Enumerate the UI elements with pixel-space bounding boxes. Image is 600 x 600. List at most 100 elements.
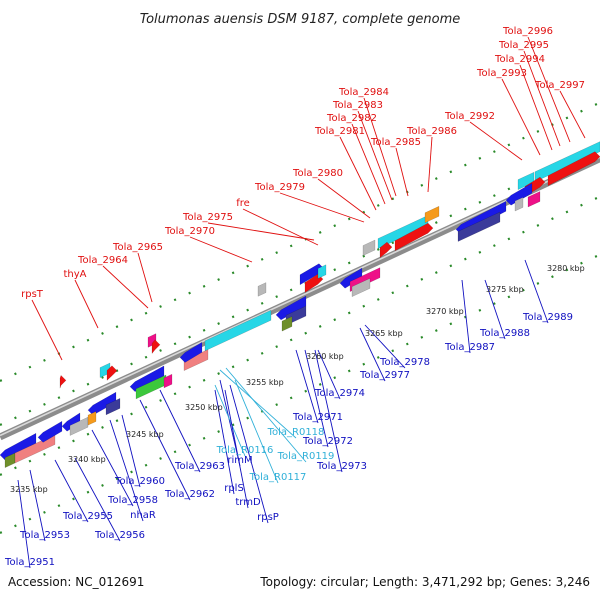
gene-label: Tola_2983 <box>332 100 383 111</box>
gene-reverse-20 <box>351 277 371 298</box>
label-leader <box>91 429 134 507</box>
label-leader <box>317 349 341 400</box>
gene-label: Tola_2951 <box>4 557 55 568</box>
gene-label: thyA <box>63 269 86 280</box>
gene-label: Tola_2953 <box>19 530 70 541</box>
gene-forward-2 <box>106 365 118 381</box>
label-leader <box>17 479 31 569</box>
gene-forward-8 <box>317 264 327 279</box>
gene-label: nhaR <box>130 510 156 521</box>
gene-reverse-9 <box>129 365 165 392</box>
label-leader <box>427 136 433 193</box>
label-leader <box>519 64 553 151</box>
gene-forward-5 <box>257 282 267 297</box>
kbp-labels: 3235 kbp 3240 kbp 3245 kbp 3250 kbp 3255 kbp… <box>10 264 585 494</box>
label-leader <box>395 147 409 197</box>
kbp-label: 3250 kbp <box>185 403 223 412</box>
label-leader <box>54 459 89 523</box>
label-leader <box>214 384 246 457</box>
gene-label: Tola_2960 <box>114 476 165 487</box>
kbp-label: 3245 kbp <box>126 430 164 439</box>
label-leader <box>317 178 371 219</box>
kbp-label: 3280 kbp <box>547 264 585 273</box>
map-title: Tolumonas auensis DSM 9187, complete gen… <box>140 12 461 27</box>
label-leader <box>229 384 269 524</box>
gene-label: Tola_2956 <box>94 530 145 541</box>
gene-reverse-14 <box>204 309 272 352</box>
kbp-label: 3235 kbp <box>10 485 48 494</box>
label-leader <box>364 324 406 369</box>
label-leader <box>207 222 315 241</box>
label-leader <box>109 419 144 522</box>
gene-label: Tola_2992 <box>444 111 495 122</box>
grid-outer-top <box>0 101 600 382</box>
gene-forward-11 <box>379 241 393 259</box>
label-leader <box>295 349 319 424</box>
label-leader <box>524 259 549 324</box>
gene-reverse-25 <box>514 196 524 212</box>
gene-forward-12 <box>394 222 434 252</box>
gene-label: Tola_2978 <box>379 357 430 368</box>
gene-label: Tola_R0119 <box>277 451 335 462</box>
gene-forward-15 <box>534 141 600 183</box>
gene-label: Tola_2972 <box>302 436 353 447</box>
label-leader <box>484 279 506 340</box>
gene-label: Tola_2985 <box>370 137 421 148</box>
kbp-label: 3255 kbp <box>246 378 284 387</box>
label-leader <box>139 399 191 501</box>
gene-label: Tola_2958 <box>107 495 158 506</box>
topology-text: Topology: circular; Length: 3,471,292 bp… <box>259 575 590 589</box>
gene-label: rplS <box>224 483 244 494</box>
gene-label: fre <box>236 198 250 209</box>
gene-label: Tola_2995 <box>498 40 549 51</box>
label-leader <box>559 90 586 139</box>
gene-label: Tola_2996 <box>502 26 553 37</box>
label-leader <box>339 136 377 211</box>
label-leader <box>74 279 99 329</box>
label-leader <box>159 389 201 473</box>
label-leader <box>31 299 63 361</box>
kbp-label: 3240 kbp <box>68 455 106 464</box>
gene-label: Tola_R0117 <box>249 472 307 483</box>
gene-label: Tola_2974 <box>314 388 365 399</box>
gene-reverse-24 <box>527 191 541 208</box>
gene-reverse-11 <box>163 373 173 389</box>
gene-label: Tola_2994 <box>494 54 545 65</box>
label-leader <box>242 208 319 246</box>
gene-label: Tola_R0118 <box>267 427 325 438</box>
gene-label: Tola_2965 <box>112 242 163 253</box>
gene-label: rpsT <box>21 289 44 300</box>
kbp-label: 3265 kbp <box>365 329 403 338</box>
label-leader <box>304 349 329 448</box>
gene-features <box>0 141 600 469</box>
gene-reverse-17 <box>281 316 293 332</box>
label-leader <box>527 36 571 143</box>
label-leader <box>224 389 249 509</box>
gene-reverse-5 <box>69 416 89 436</box>
label-leader <box>351 123 386 205</box>
gene-label: Tola_2973 <box>316 461 367 472</box>
gene-label: rpsP <box>257 512 279 523</box>
gene-reverse-23 <box>505 182 533 206</box>
gene-reverse-0 <box>0 432 37 461</box>
gene-label: Tola_2979 <box>254 182 305 193</box>
gene-reverse-7 <box>105 397 121 416</box>
gene-forward-13 <box>424 205 440 224</box>
gene-label: Tola_2982 <box>326 113 377 124</box>
gene-forward-17 <box>547 151 600 187</box>
backbone-highlight <box>0 156 600 437</box>
gene-forward-7 <box>304 273 324 293</box>
label-leader <box>234 379 279 484</box>
label-leader <box>121 414 141 488</box>
label-leader <box>219 369 297 439</box>
gene-label: rimM <box>227 455 252 466</box>
kbp-label: 3275 kbp <box>486 285 524 294</box>
gene-reverse-3 <box>37 420 63 443</box>
gene-label: Tola_2984 <box>338 87 389 98</box>
gene-label: Tola_2962 <box>164 489 215 500</box>
label-leader <box>225 367 307 463</box>
gene-label: Tola_2980 <box>292 168 343 179</box>
gene-reverse-22 <box>457 211 501 242</box>
